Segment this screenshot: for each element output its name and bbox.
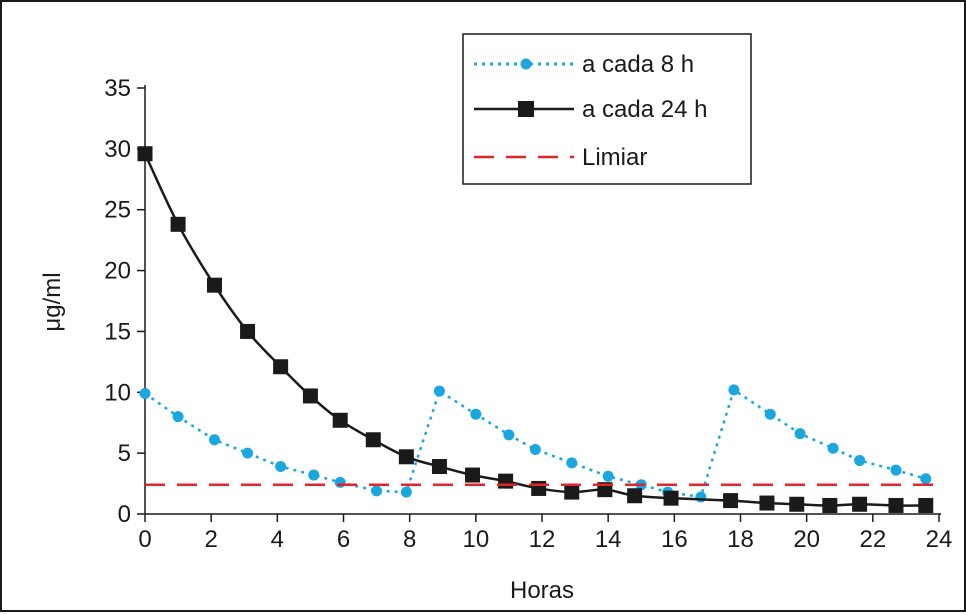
data-point-a-cada-8-h <box>242 447 254 459</box>
data-point-a-cada-24-h <box>170 216 186 232</box>
data-point-a-cada-8-h <box>602 470 614 482</box>
data-point-a-cada-8-h <box>695 491 707 503</box>
y-tick-label: 35 <box>104 75 131 102</box>
data-point-a-cada-8-h <box>433 385 445 397</box>
data-point-a-cada-24-h <box>431 459 447 475</box>
series-layer <box>137 146 939 513</box>
data-point-a-cada-8-h <box>275 461 287 473</box>
data-point-a-cada-24-h <box>332 412 348 428</box>
data-point-a-cada-8-h <box>308 469 320 481</box>
x-tick-label: 8 <box>403 526 416 553</box>
legend-marker-a-cada-24-h <box>518 101 534 117</box>
series-line-a-cada-8-h <box>144 387 927 499</box>
data-point-a-cada-24-h <box>564 484 580 500</box>
data-point-a-cada-24-h <box>822 497 838 513</box>
x-tick-label: 10 <box>462 526 489 553</box>
data-point-a-cada-8-h <box>400 486 412 498</box>
data-point-a-cada-24-h <box>531 480 547 496</box>
x-tick-label: 0 <box>138 526 151 553</box>
data-point-a-cada-24-h <box>365 432 381 448</box>
x-tick-label: 22 <box>859 526 886 553</box>
y-tick-label: 30 <box>104 136 131 163</box>
data-point-a-cada-8-h <box>920 473 932 485</box>
x-tick-label: 6 <box>337 526 350 553</box>
y-axis-title: μg/ml <box>39 272 66 331</box>
data-point-a-cada-8-h <box>334 476 346 488</box>
data-point-a-cada-24-h <box>723 493 739 509</box>
data-point-a-cada-8-h <box>139 388 151 400</box>
y-tick-label: 20 <box>104 258 131 285</box>
data-point-a-cada-8-h <box>470 408 482 420</box>
legend-marker-a-cada-8-h <box>520 58 532 70</box>
data-point-a-cada-24-h <box>759 495 775 511</box>
y-tick-label: 10 <box>104 379 131 406</box>
x-tick-label: 12 <box>529 526 556 553</box>
y-tick-label: 25 <box>104 197 131 224</box>
data-point-a-cada-8-h <box>827 442 839 454</box>
data-point-a-cada-8-h <box>566 457 578 469</box>
x-tick-label: 24 <box>926 526 953 553</box>
data-point-a-cada-24-h <box>398 449 414 465</box>
data-point-a-cada-24-h <box>273 359 289 375</box>
data-point-a-cada-8-h <box>854 454 866 466</box>
data-point-a-cada-24-h <box>918 497 934 513</box>
data-point-a-cada-24-h <box>663 490 679 506</box>
x-tick-label: 18 <box>727 526 754 553</box>
data-point-a-cada-24-h <box>888 497 904 513</box>
x-tick-label: 20 <box>793 526 820 553</box>
data-point-a-cada-8-h <box>529 443 541 455</box>
data-point-a-cada-24-h <box>789 496 805 512</box>
data-point-a-cada-8-h <box>208 434 220 446</box>
data-point-a-cada-24-h <box>627 488 643 504</box>
y-tick-label: 15 <box>104 318 131 345</box>
x-tick-label: 16 <box>661 526 688 553</box>
data-point-a-cada-24-h <box>852 496 868 512</box>
data-point-a-cada-8-h <box>794 428 806 440</box>
legend-label-a-cada-8-h: a cada 8 h <box>582 51 694 78</box>
data-point-a-cada-24-h <box>240 323 256 339</box>
data-point-a-cada-8-h <box>728 384 740 396</box>
data-point-a-cada-8-h <box>764 408 776 420</box>
data-point-a-cada-8-h <box>172 411 184 423</box>
x-tick-label: 14 <box>595 526 622 553</box>
data-point-a-cada-24-h <box>206 277 222 293</box>
y-tick-label: 5 <box>118 440 131 467</box>
x-tick-label: 2 <box>204 526 217 553</box>
y-tick-label: 0 <box>118 501 131 528</box>
legend-label-a-cada-24-h: a cada 24 h <box>582 96 707 123</box>
data-point-a-cada-8-h <box>890 464 902 476</box>
x-tick-label: 4 <box>271 526 284 553</box>
x-axis-title: Horas <box>510 577 574 604</box>
data-point-a-cada-24-h <box>137 146 153 162</box>
data-point-a-cada-24-h <box>465 467 481 483</box>
data-point-a-cada-24-h <box>498 473 514 489</box>
data-point-a-cada-8-h <box>371 485 383 497</box>
data-point-a-cada-8-h <box>503 429 515 441</box>
legend-label-limiar: Limiar <box>582 144 647 171</box>
legend: a cada 8 h a cada 24 h Limiar <box>462 33 752 185</box>
data-point-a-cada-24-h <box>302 388 318 404</box>
